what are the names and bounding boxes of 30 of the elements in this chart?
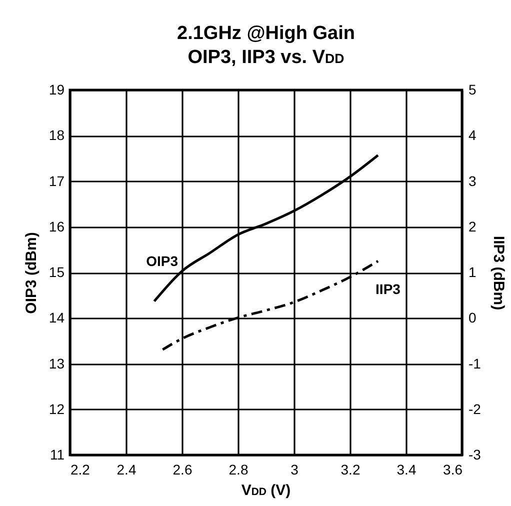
x-tick-label: 3 [290, 462, 299, 478]
y-tick-label: 17 [48, 172, 65, 189]
y2-tick-label: 5 [468, 82, 476, 98]
y2-axis-title: IIP3 (dBm) [490, 236, 507, 310]
y-tick-label: 12 [48, 400, 65, 417]
y-tick-label: 14 [48, 310, 65, 326]
x-tick-label: 2.2 [70, 462, 90, 478]
y-tick-label: 11 [50, 446, 65, 462]
y2-tick-label: -3 [468, 446, 482, 462]
y-tick-label: 16 [48, 218, 65, 234]
y-tick-label: 18 [48, 127, 65, 144]
x-tick-label: 2.4 [116, 462, 136, 478]
y2-tick-label: 4 [468, 127, 476, 144]
y2-tick-label: 2 [468, 218, 476, 234]
y-axis-title: OIP3 (dBm) [22, 232, 40, 314]
series-label: IIP3 [376, 281, 401, 298]
y-tick-label: 19 [48, 82, 65, 98]
y2-tick-label: -2 [468, 400, 482, 417]
y2-tick-label: 0 [468, 310, 476, 326]
y2-tick-label: 3 [468, 172, 476, 189]
y-tick-label: 15 [48, 264, 65, 280]
x-tick-label: 3.6 [443, 462, 463, 478]
y-tick-label: 13 [48, 355, 65, 372]
x-tick-label: 3.2 [340, 462, 360, 478]
x-tick-label: 2.6 [172, 462, 192, 478]
x-tick-label: 2.8 [228, 462, 248, 478]
x-tick-label: 3.4 [396, 462, 416, 478]
series-label: OIP3 [146, 253, 178, 270]
y2-tick-label: 1 [468, 264, 476, 280]
y2-tick-label: -1 [468, 355, 482, 372]
